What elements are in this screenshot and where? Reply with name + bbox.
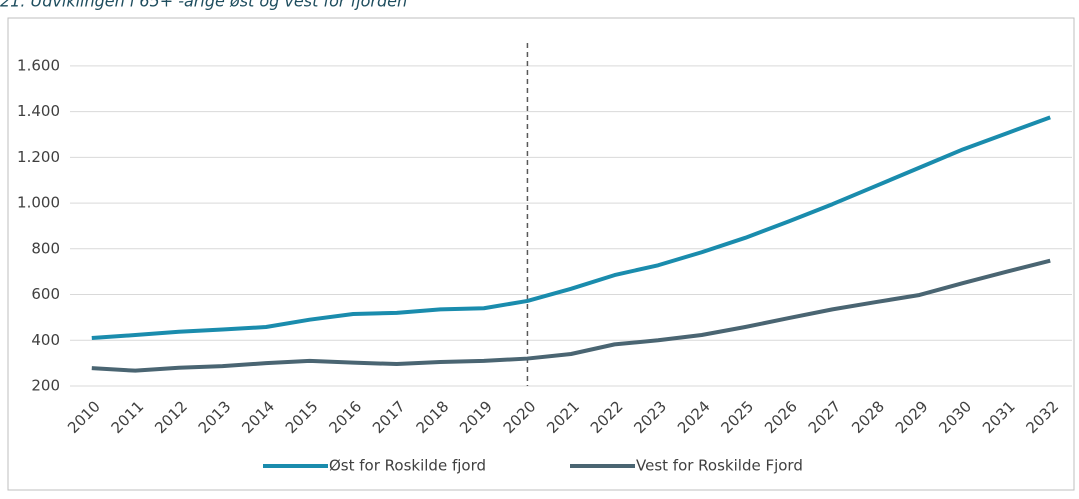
legend-label: Vest for Roskilde Fjord [636, 457, 803, 475]
x-tick-label: 2016 [325, 397, 365, 437]
x-tick-label: 2032 [1022, 397, 1062, 437]
legend-label: Øst for Roskilde fjord [329, 457, 486, 475]
chart-border [7, 17, 1075, 491]
x-tick-label: 2020 [500, 397, 540, 437]
chart-title: 21. Udviklingen i 65+ -årige øst og vest… [0, 0, 407, 11]
line-series [91, 115, 1051, 340]
y-tick-label: 1.400 [17, 102, 60, 120]
x-tick-label: 2030 [935, 397, 975, 437]
x-tick-label: 2010 [64, 397, 104, 437]
x-tick-label: 2015 [282, 397, 322, 437]
y-tick-label: 1.600 [17, 56, 60, 74]
x-tick-label: 2019 [456, 397, 496, 437]
x-tick-label: 2031 [979, 397, 1019, 437]
x-tick-label: 2018 [413, 397, 453, 437]
x-tick-label: 2026 [761, 397, 801, 437]
x-tick-label: 2021 [543, 397, 583, 437]
x-tick-label: 2012 [151, 397, 191, 437]
x-tick-label: 2025 [718, 397, 758, 437]
y-tick-label: 1.000 [17, 194, 60, 212]
line-series [91, 258, 1051, 373]
x-tick-label: 2013 [195, 397, 235, 437]
x-tick-label: 2023 [630, 397, 670, 437]
x-tick-label: 2029 [892, 397, 932, 437]
y-tick-label: 400 [31, 331, 60, 349]
x-tick-label: 2024 [674, 397, 714, 437]
y-tick-label: 200 [31, 377, 60, 395]
x-tick-label: 2017 [369, 397, 409, 437]
y-tick-label: 600 [31, 285, 60, 303]
y-tick-label: 800 [31, 239, 60, 257]
x-tick-label: 2028 [848, 397, 888, 437]
x-tick-label: 2011 [108, 397, 148, 437]
x-tick-label: 2027 [805, 397, 845, 437]
x-tick-label: 2022 [587, 397, 627, 437]
y-tick-label: 1.200 [17, 148, 60, 166]
x-tick-label: 2014 [238, 397, 278, 437]
